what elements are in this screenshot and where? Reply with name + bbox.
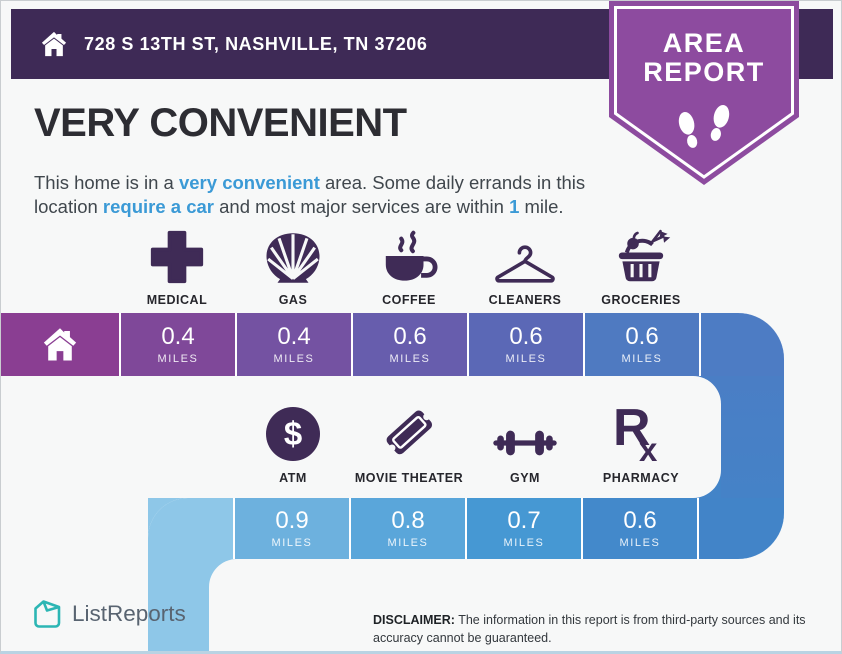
category-label: CLEANERS	[488, 293, 562, 307]
movie-theater-icon	[386, 410, 433, 455]
category-gas: GAS	[235, 219, 351, 307]
listreports-logo: ListReports	[31, 598, 186, 630]
page-title: VERY CONVENIENT	[34, 101, 407, 145]
bar-lead	[148, 498, 233, 559]
distance-value: 0.4	[161, 322, 195, 350]
cleaners-icon	[495, 245, 555, 283]
distance-unit: MILES	[387, 536, 429, 549]
category-label: MOVIE THEATER	[354, 471, 464, 485]
category-label: MEDICAL	[146, 293, 208, 307]
home-cell	[1, 313, 119, 376]
distance-unit: MILES	[389, 352, 431, 365]
coffee-icon	[385, 230, 438, 281]
category-label: GAS	[278, 293, 308, 307]
distance-cell: 0.4 MILES	[237, 313, 351, 376]
distance-value: 0.4	[277, 322, 311, 350]
distance-value: 0.6	[509, 322, 543, 350]
distance-unit: MILES	[157, 352, 199, 365]
distance-value: 0.8	[391, 506, 425, 534]
category-label: COFFEE	[382, 293, 436, 307]
distance-unit: MILES	[273, 352, 315, 365]
distance-cell: 0.8 MILES	[351, 498, 465, 559]
badge-line2: REPORT	[643, 57, 765, 87]
corner-fillet	[693, 470, 721, 498]
category-medical: MEDICAL	[119, 219, 235, 307]
brand-name: ListReports	[72, 601, 186, 626]
distance-unit: MILES	[503, 536, 545, 549]
category-label: PHARMACY	[602, 471, 680, 485]
description: This home is in a very convenient area. …	[34, 171, 586, 217]
category-pharmacy: R x PHARMACY	[583, 397, 699, 485]
gas-icon	[266, 233, 320, 283]
footprints-icon	[678, 104, 730, 148]
svg-text:$: $	[284, 415, 302, 452]
category-cleaners: CLEANERS	[467, 219, 583, 307]
home-icon	[43, 327, 77, 361]
category-label: ATM	[279, 471, 307, 485]
distance-cell: 0.6 MILES	[585, 313, 699, 376]
category-gym: GYM	[467, 397, 583, 485]
disclaimer-text: The information in this report is from t…	[373, 612, 806, 646]
category-label: GYM	[510, 471, 540, 485]
gym-icon	[493, 430, 557, 456]
home-icon	[41, 31, 67, 56]
distance-cell: 0.7 MILES	[467, 498, 581, 559]
distance-unit: MILES	[619, 536, 661, 549]
category-atm: $ ATM	[235, 397, 351, 485]
property-address: 728 S 13TH ST, NASHVILLE, TN 37206	[84, 33, 428, 54]
distance-value: 0.7	[507, 506, 541, 534]
bar-filler	[701, 313, 784, 376]
category-movie-theater: MOVIE THEATER	[351, 397, 467, 485]
distance-value: 0.6	[393, 322, 427, 350]
distance-cell: 0.9 MILES	[235, 498, 349, 559]
corner-fillet	[209, 559, 237, 587]
badge-inner-outline	[614, 6, 794, 179]
category-groceries: GROCERIES	[583, 219, 699, 307]
medical-icon	[150, 230, 204, 284]
groceries-icon	[618, 229, 671, 282]
distance-cell: 0.6 MILES	[469, 313, 583, 376]
disclaimer-label: DISCLAIMER:	[373, 612, 455, 627]
atm-icon: $	[266, 407, 320, 461]
bar-filler	[699, 498, 784, 559]
distance-bar-row1: 0.4 MILES 0.4 MILES 0.6 MILES 0.6 MILES …	[1, 313, 784, 376]
category-label: GROCERIES	[601, 293, 681, 307]
distance-value: 0.9	[275, 506, 309, 534]
distance-unit: MILES	[271, 536, 313, 549]
distance-value: 0.6	[623, 506, 657, 534]
category-coffee: COFFEE	[351, 219, 467, 307]
badge-shape	[609, 1, 799, 185]
distance-cell: 0.6 MILES	[353, 313, 467, 376]
distance-cell: 0.4 MILES	[121, 313, 235, 376]
svg-text:R: R	[613, 401, 651, 457]
listreports-house-icon	[34, 600, 61, 628]
svg-text:x: x	[639, 431, 658, 463]
distance-cell: 0.6 MILES	[583, 498, 697, 559]
distance-bar-row2: 0.9 MILES 0.8 MILES 0.7 MILES 0.6 MILES	[148, 498, 784, 559]
badge-line1: AREA	[663, 28, 746, 58]
corner-fillet	[693, 376, 721, 404]
distance-unit: MILES	[621, 352, 663, 365]
pharmacy-icon: R x	[613, 401, 658, 463]
area-report-badge: AREA REPORT	[609, 1, 799, 185]
disclaimer: DISCLAIMER: The information in this repo…	[373, 611, 841, 649]
distance-value: 0.6	[625, 322, 659, 350]
distance-unit: MILES	[505, 352, 547, 365]
